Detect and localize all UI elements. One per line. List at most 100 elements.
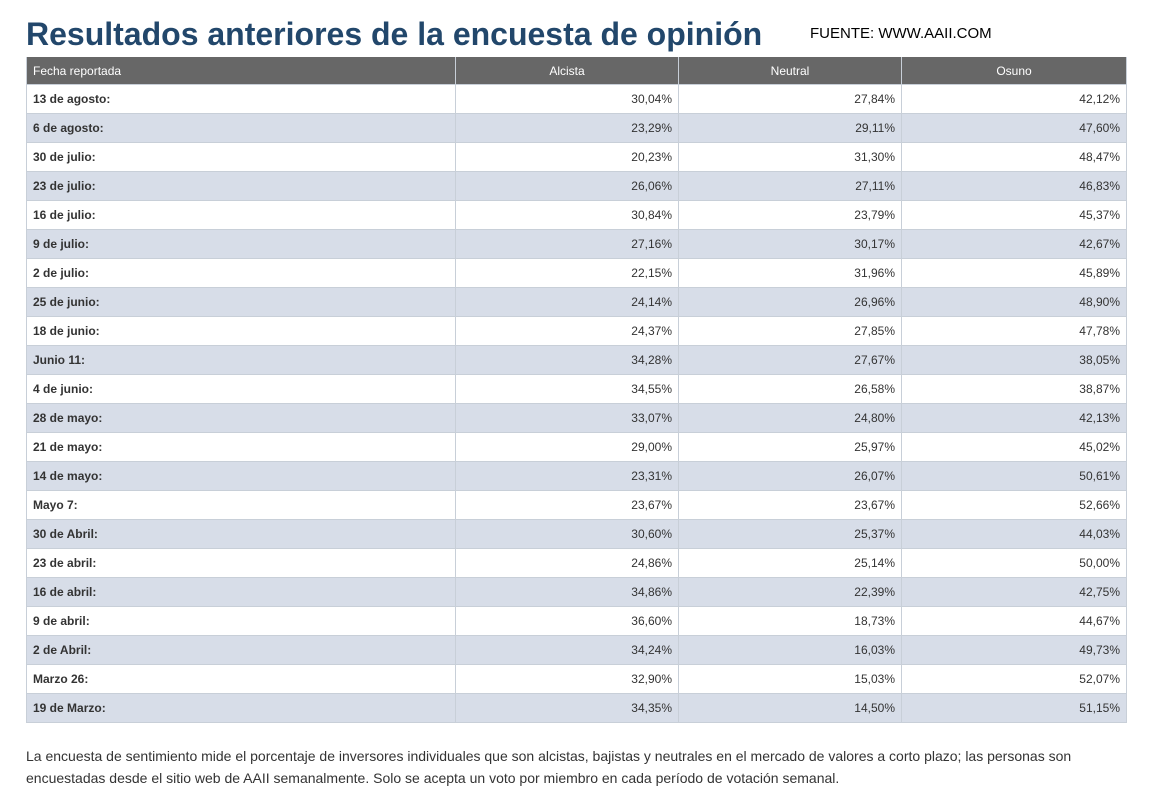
cell-bullish: 33,07% bbox=[455, 403, 679, 433]
table-row: 2 de julio: 22,15% 31,96% 45,89% bbox=[26, 258, 1127, 288]
table-body: 13 de agosto: 30,04% 27,84% 42,12% 6 de agos… bbox=[26, 84, 1127, 723]
cell-date: 16 de julio: bbox=[26, 200, 456, 230]
table-row: 9 de abril: 36,60% 18,73% 44,67% bbox=[26, 606, 1127, 636]
table-row: 25 de junio: 24,14% 26,96% 48,90% bbox=[26, 287, 1127, 317]
table-row: 9 de julio: 27,16% 30,17% 42,67% bbox=[26, 229, 1127, 259]
table-row: 4 de junio: 34,55% 26,58% 38,87% bbox=[26, 374, 1127, 404]
cell-neutral: 16,03% bbox=[678, 635, 902, 665]
cell-date: 21 de mayo: bbox=[26, 432, 456, 462]
cell-bullish: 24,86% bbox=[455, 548, 679, 578]
cell-bullish: 24,14% bbox=[455, 287, 679, 317]
cell-bullish: 23,29% bbox=[455, 113, 679, 143]
column-header-bearish: Osuno bbox=[901, 57, 1127, 85]
cell-bearish: 42,67% bbox=[901, 229, 1127, 259]
cell-date: Junio 11: bbox=[26, 345, 456, 375]
cell-bullish: 36,60% bbox=[455, 606, 679, 636]
cell-bearish: 45,37% bbox=[901, 200, 1127, 230]
cell-date: 9 de julio: bbox=[26, 229, 456, 259]
cell-bearish: 42,75% bbox=[901, 577, 1127, 607]
cell-date: 2 de julio: bbox=[26, 258, 456, 288]
cell-neutral: 31,30% bbox=[678, 142, 902, 172]
cell-bearish: 45,89% bbox=[901, 258, 1127, 288]
table-row: 30 de Abril: 30,60% 25,37% 44,03% bbox=[26, 519, 1127, 549]
cell-bullish: 34,35% bbox=[455, 693, 679, 723]
page-title: Resultados anteriores de la encuesta de … bbox=[26, 16, 763, 52]
cell-bullish: 34,24% bbox=[455, 635, 679, 665]
cell-bullish: 23,67% bbox=[455, 490, 679, 520]
cell-bullish: 27,16% bbox=[455, 229, 679, 259]
cell-bearish: 44,03% bbox=[901, 519, 1127, 549]
cell-neutral: 18,73% bbox=[678, 606, 902, 636]
cell-neutral: 31,96% bbox=[678, 258, 902, 288]
table-row: 28 de mayo: 33,07% 24,80% 42,13% bbox=[26, 403, 1127, 433]
column-header-date: Fecha reportada bbox=[26, 57, 456, 85]
table-row: 2 de Abril: 34,24% 16,03% 49,73% bbox=[26, 635, 1127, 665]
cell-bullish: 26,06% bbox=[455, 171, 679, 201]
cell-bearish: 48,47% bbox=[901, 142, 1127, 172]
cell-neutral: 27,84% bbox=[678, 84, 902, 114]
cell-neutral: 14,50% bbox=[678, 693, 902, 723]
cell-bearish: 42,12% bbox=[901, 84, 1127, 114]
cell-bearish: 38,87% bbox=[901, 374, 1127, 404]
cell-neutral: 27,11% bbox=[678, 171, 902, 201]
cell-neutral: 25,97% bbox=[678, 432, 902, 462]
cell-date: 25 de junio: bbox=[26, 287, 456, 317]
cell-bearish: 46,83% bbox=[901, 171, 1127, 201]
column-header-bullish: Alcista bbox=[455, 57, 679, 85]
cell-neutral: 25,14% bbox=[678, 548, 902, 578]
table-row: 30 de julio: 20,23% 31,30% 48,47% bbox=[26, 142, 1127, 172]
cell-date: 6 de agosto: bbox=[26, 113, 456, 143]
cell-date: 9 de abril: bbox=[26, 606, 456, 636]
cell-bearish: 52,07% bbox=[901, 664, 1127, 694]
cell-date: 16 de abril: bbox=[26, 577, 456, 607]
cell-neutral: 15,03% bbox=[678, 664, 902, 694]
cell-bullish: 24,37% bbox=[455, 316, 679, 346]
table-row: 19 de Marzo: 34,35% 14,50% 51,15% bbox=[26, 693, 1127, 723]
cell-neutral: 27,67% bbox=[678, 345, 902, 375]
cell-bearish: 44,67% bbox=[901, 606, 1127, 636]
cell-neutral: 29,11% bbox=[678, 113, 902, 143]
cell-neutral: 26,58% bbox=[678, 374, 902, 404]
cell-neutral: 26,96% bbox=[678, 287, 902, 317]
table-row: 18 de junio: 24,37% 27,85% 47,78% bbox=[26, 316, 1127, 346]
cell-bullish: 23,31% bbox=[455, 461, 679, 491]
cell-bearish: 51,15% bbox=[901, 693, 1127, 723]
cell-bullish: 30,84% bbox=[455, 200, 679, 230]
cell-bearish: 38,05% bbox=[901, 345, 1127, 375]
cell-bearish: 47,60% bbox=[901, 113, 1127, 143]
table-row: 14 de mayo: 23,31% 26,07% 50,61% bbox=[26, 461, 1127, 491]
cell-date: 18 de junio: bbox=[26, 316, 456, 346]
cell-bullish: 20,23% bbox=[455, 142, 679, 172]
column-header-neutral: Neutral bbox=[678, 57, 902, 85]
footnote-text: La encuesta de sentimiento mide el porce… bbox=[26, 748, 1072, 786]
table-row: Marzo 26: 32,90% 15,03% 52,07% bbox=[26, 664, 1127, 694]
cell-neutral: 23,79% bbox=[678, 200, 902, 230]
sentiment-table: Fecha reportada Alcista Neutral Osuno 13… bbox=[26, 57, 1127, 723]
table-row: Junio 11: 34,28% 27,67% 38,05% bbox=[26, 345, 1127, 375]
cell-date: Marzo 26: bbox=[26, 664, 456, 694]
cell-date: 4 de junio: bbox=[26, 374, 456, 404]
cell-neutral: 22,39% bbox=[678, 577, 902, 607]
table-row: 23 de abril: 24,86% 25,14% 50,00% bbox=[26, 548, 1127, 578]
cell-bearish: 48,90% bbox=[901, 287, 1127, 317]
cell-date: 14 de mayo: bbox=[26, 461, 456, 491]
cell-date: 28 de mayo: bbox=[26, 403, 456, 433]
cell-date: 23 de abril: bbox=[26, 548, 456, 578]
cell-bullish: 34,86% bbox=[455, 577, 679, 607]
cell-bullish: 30,60% bbox=[455, 519, 679, 549]
cell-neutral: 27,85% bbox=[678, 316, 902, 346]
table-header-row: Fecha reportada Alcista Neutral Osuno bbox=[26, 57, 1127, 85]
cell-date: 19 de Marzo: bbox=[26, 693, 456, 723]
cell-bullish: 29,00% bbox=[455, 432, 679, 462]
cell-neutral: 30,17% bbox=[678, 229, 902, 259]
table-row: 13 de agosto: 30,04% 27,84% 42,12% bbox=[26, 84, 1127, 114]
cell-bullish: 32,90% bbox=[455, 664, 679, 694]
cell-bearish: 49,73% bbox=[901, 635, 1127, 665]
cell-bearish: 52,66% bbox=[901, 490, 1127, 520]
table-row: 6 de agosto: 23,29% 29,11% 47,60% bbox=[26, 113, 1127, 143]
cell-bullish: 34,28% bbox=[455, 345, 679, 375]
cell-bearish: 42,13% bbox=[901, 403, 1127, 433]
cell-bearish: 50,61% bbox=[901, 461, 1127, 491]
cell-bullish: 30,04% bbox=[455, 84, 679, 114]
cell-neutral: 25,37% bbox=[678, 519, 902, 549]
